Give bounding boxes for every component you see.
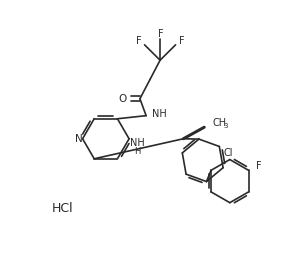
Text: HCl: HCl bbox=[51, 201, 73, 215]
Text: O: O bbox=[118, 94, 126, 104]
Text: 3: 3 bbox=[224, 123, 228, 130]
Text: N: N bbox=[75, 134, 82, 144]
Text: Cl: Cl bbox=[224, 148, 233, 158]
Text: F: F bbox=[158, 29, 164, 39]
Text: NH: NH bbox=[130, 138, 144, 148]
Text: NH: NH bbox=[152, 109, 167, 119]
Text: F: F bbox=[135, 36, 141, 46]
Text: CH: CH bbox=[212, 118, 226, 128]
Text: H: H bbox=[134, 147, 140, 156]
Text: F: F bbox=[179, 36, 185, 46]
Text: F: F bbox=[256, 162, 262, 172]
